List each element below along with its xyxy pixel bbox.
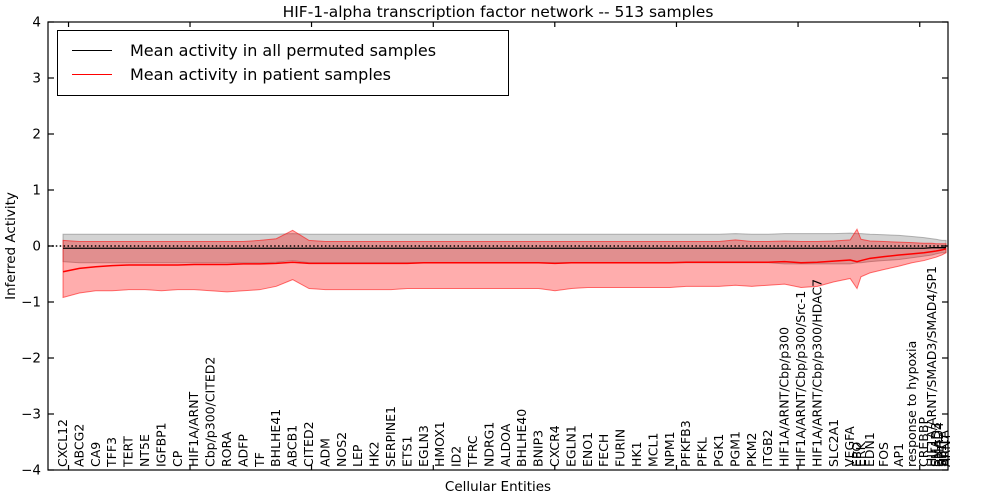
x-tick-label: VEGFA <box>842 426 857 467</box>
x-tick-label: HIF1A/ARNT/Cbp/p300/Src-1 <box>793 291 808 467</box>
x-tick-label: PFKFB3 <box>678 420 693 467</box>
x-tick-label: LEP <box>350 444 365 467</box>
x-tick-label: ALDOA <box>498 423 513 467</box>
x-tick-label: PGM1 <box>727 431 742 467</box>
x-tick-label: ADM <box>317 438 332 467</box>
x-tick-label: CA9 <box>88 442 103 467</box>
x-tick-label: MCL1 <box>645 433 660 467</box>
y-tick-label: 1 <box>32 183 41 199</box>
y-tick-label: −3 <box>21 407 41 423</box>
x-tick-label: HIF1A/ARNT/Cbp/p300/HDAC7 <box>809 279 824 467</box>
x-tick-label: HIF1A <box>936 430 951 467</box>
x-tick-label: HMOX1 <box>432 421 447 467</box>
x-tick-label: EGLN1 <box>563 425 578 467</box>
x-tick-label: SMAD4 <box>931 422 946 467</box>
x-tick-label: HK2 <box>367 441 382 467</box>
y-tick-label: 4 <box>32 15 41 31</box>
x-tick-label: ITGB2 <box>760 429 775 467</box>
permuted-mean-line <box>63 247 947 249</box>
x-tick-label: SERPINE1 <box>383 406 398 467</box>
patient-line-sample <box>72 73 112 75</box>
x-tick-label: EPO <box>849 442 864 467</box>
x-tick-label: BNIP3 <box>531 430 546 467</box>
y-axis-label: Inferred Activity <box>3 192 19 300</box>
x-tick-label: ABCB1 <box>285 425 300 467</box>
x-tick-label: response to hypoxia <box>904 341 919 467</box>
x-tick-label: ETS1 <box>399 436 414 467</box>
x-tick-label: HIF1A/ARNT/Cbp/p300 <box>777 327 792 467</box>
x-tick-label: TF <box>252 452 267 468</box>
legend-item-permuted: Mean activity in all permuted samples <box>68 38 500 62</box>
x-tick-label: RORA <box>219 431 234 467</box>
x-tick-label: CREBBP <box>916 417 931 467</box>
x-tick-label: ENO1 <box>580 432 595 467</box>
legend-label: Mean activity in patient samples <box>130 64 391 84</box>
x-tick-label: TERT <box>121 436 136 468</box>
x-tick-label: ADFP <box>235 434 250 467</box>
patient-mean-line <box>62 248 947 273</box>
x-tick-label: FURIN <box>613 429 628 467</box>
legend-label: Mean activity in all permuted samples <box>130 40 437 60</box>
x-tick-label: CITED2 <box>301 421 316 467</box>
x-tick-label: AP1 <box>891 443 906 467</box>
x-tick-label: EGLN3 <box>416 425 431 467</box>
x-tick-label: CXCR4 <box>547 425 562 467</box>
x-tick-label: IGFBP1 <box>153 422 168 467</box>
x-tick-label: SP1 <box>934 444 949 467</box>
legend-item-patient: Mean activity in patient samples <box>68 62 500 86</box>
legend: Mean activity in all permuted samples Me… <box>57 30 509 96</box>
x-tick-label: HIF1A/ARNT/SMAD3/SMAD4/SP1 <box>924 266 939 467</box>
y-tick-label: 2 <box>32 127 41 143</box>
y-tick-label: −1 <box>21 295 41 311</box>
x-tick-label: CP <box>170 450 185 467</box>
x-tick-label: BHLHE41 <box>268 409 283 467</box>
y-tick-label: 0 <box>32 239 41 255</box>
x-tick-label: HIF1A/ARNT <box>186 391 201 467</box>
x-tick-label: ARNT <box>938 432 953 467</box>
x-tick-label: NPM1 <box>662 431 677 467</box>
x-tick-label: PGK1 <box>711 434 726 467</box>
x-tick-label: TFRC <box>465 435 480 468</box>
x-tick-label: NT5E <box>137 434 152 467</box>
chart-title: HIF-1-alpha transcription factor network… <box>282 3 714 21</box>
y-tick-label: 3 <box>32 71 41 87</box>
x-tick-label: TFF3 <box>104 437 119 468</box>
permuted-line-sample <box>72 49 112 51</box>
x-tick-label: SLC2A1 <box>826 419 841 467</box>
x-tick-label: ERK <box>853 441 868 467</box>
x-tick-label: ID2 <box>449 446 464 467</box>
x-tick-label: NOS2 <box>334 432 349 467</box>
x-tick-label: SMAD3 <box>928 422 943 467</box>
x-tick-label: FECH <box>596 434 611 467</box>
x-tick-label: FOS <box>876 442 891 467</box>
x-tick-label: PFKL <box>695 437 710 467</box>
x-tick-label: HK1 <box>629 441 644 467</box>
x-tick-label: Cbp/p300/CITED2 <box>203 357 218 467</box>
x-tick-label: BHLHE40 <box>514 409 529 467</box>
x-tick-label: NDRG1 <box>481 422 496 467</box>
x-tick-label: EDN1 <box>862 432 877 467</box>
x-tick-label: PKM2 <box>744 433 759 467</box>
y-tick-label: −4 <box>21 463 41 479</box>
y-tick-label: −2 <box>21 351 41 367</box>
x-tick-label: CXCL12 <box>55 419 70 467</box>
x-tick-label: ABCG2 <box>71 424 86 467</box>
x-axis-label: Cellular Entities <box>444 479 552 495</box>
